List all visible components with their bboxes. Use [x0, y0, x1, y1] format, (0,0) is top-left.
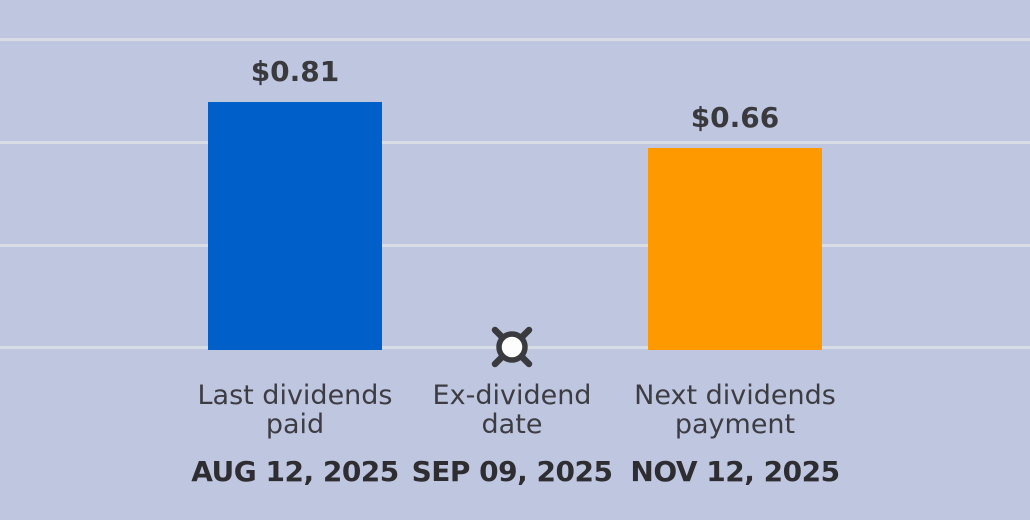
date-label: AUG 12, 2025 — [191, 455, 399, 488]
category-label-line2: date — [481, 409, 543, 440]
gridline — [0, 38, 1030, 41]
column-next-dividends-payment: $0.66 Next dividends payment NOV 12, 202… — [605, 0, 865, 520]
column-ex-dividend-date: Ex-dividend date SEP 09, 2025 — [382, 0, 642, 520]
gridline — [0, 244, 1030, 247]
category-label-line1: Next dividends — [634, 380, 836, 411]
category-label: Next dividends payment — [605, 381, 865, 439]
category-label-line2: paid — [265, 409, 325, 440]
category-label: Ex-dividend date — [382, 381, 642, 439]
gridline — [0, 141, 1030, 144]
category-label: Last dividends paid — [165, 381, 425, 439]
bar-next-dividends-payment — [648, 148, 822, 350]
value-label: $0.81 — [250, 55, 340, 88]
column-last-dividends-paid: $0.81 Last dividends paid AUG 12, 2025 — [165, 0, 425, 520]
category-label-line1: Last dividends — [197, 380, 393, 411]
value-label: $0.66 — [690, 101, 780, 134]
category-label-line2: payment — [674, 409, 796, 440]
circle-x-icon — [486, 321, 538, 373]
category-label-line1: Ex-dividend — [432, 380, 592, 411]
bar-last-dividends-paid — [208, 102, 382, 350]
date-label: NOV 12, 2025 — [630, 455, 840, 488]
date-label: SEP 09, 2025 — [411, 455, 613, 488]
